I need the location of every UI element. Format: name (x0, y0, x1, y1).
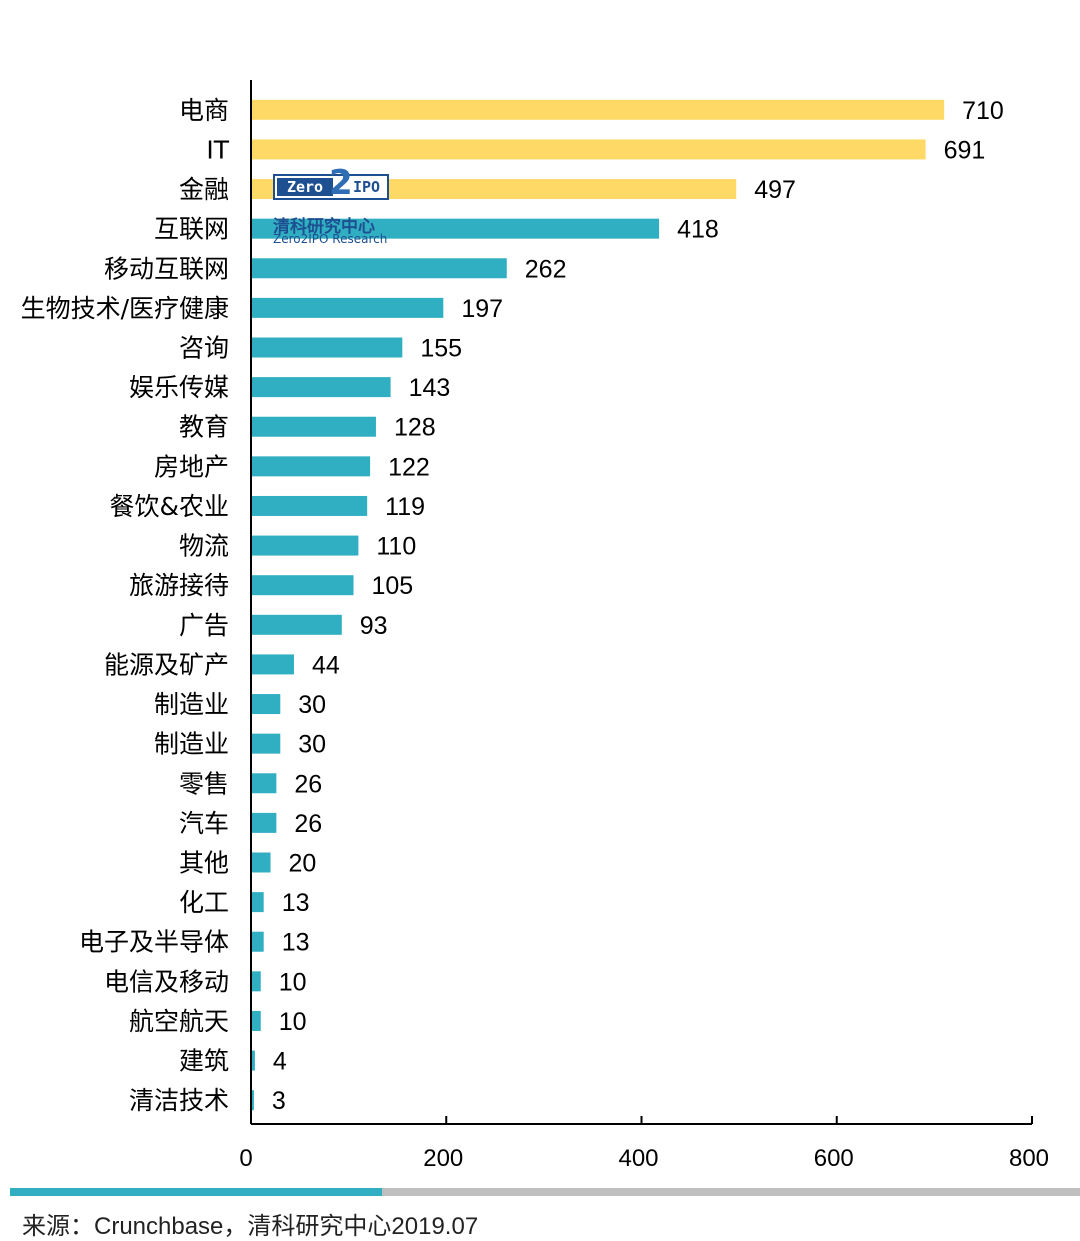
data-label-25: 3 (272, 1087, 286, 1115)
bar-18 (251, 812, 277, 833)
bar-5 (251, 297, 444, 318)
category-label-25: 清洁技术 (129, 1086, 229, 1115)
category-label-3: 互联网 (154, 215, 229, 244)
bar-20 (251, 892, 264, 913)
category-label-4: 移动互联网 (104, 254, 229, 283)
category-label-21: 电子及半导体 (79, 928, 229, 957)
data-label-17: 26 (294, 770, 322, 798)
category-label-18: 汽车 (179, 809, 229, 838)
bar-14 (251, 654, 294, 675)
category-label-0: 电商 (179, 96, 229, 125)
logo-ipo-text: IPO (353, 178, 381, 196)
category-label-9: 房地产 (154, 452, 229, 481)
category-label-24: 建筑 (179, 1047, 229, 1076)
bar-17 (251, 773, 277, 794)
category-label-20: 化工 (179, 888, 229, 917)
zero2ipo-logo: Zero IPO 2 清科研究中心 Zero2IPO Research (273, 166, 403, 248)
data-label-13: 93 (360, 612, 388, 640)
data-label-5: 197 (461, 295, 503, 323)
bar-19 (251, 852, 271, 873)
data-label-8: 128 (394, 414, 436, 442)
data-label-2: 497 (754, 176, 796, 204)
data-label-1: 691 (944, 136, 986, 164)
category-label-7: 娱乐传媒 (129, 373, 229, 402)
bar-0 (251, 99, 945, 120)
data-label-0: 710 (962, 97, 1004, 125)
source-note: 来源：Crunchbase，清科研究中心2019.07 (22, 1213, 479, 1240)
x-tick-label-0: 0 (239, 1145, 252, 1172)
bar-23 (251, 1010, 261, 1031)
category-label-19: 其他 (179, 849, 229, 878)
data-label-18: 26 (294, 810, 322, 838)
category-label-1: IT (206, 135, 229, 164)
category-label-8: 教育 (179, 413, 229, 442)
logo-two-text: 2 (329, 163, 353, 203)
data-label-15: 30 (298, 691, 326, 719)
category-label-13: 广告 (179, 611, 229, 640)
logo-zero-text: Zero (277, 178, 333, 196)
bar-21 (251, 931, 264, 952)
x-tick-label-3: 600 (814, 1145, 854, 1172)
bar-8 (251, 416, 376, 437)
bar-15 (251, 694, 281, 715)
category-label-23: 航空航天 (129, 1007, 229, 1036)
category-label-5: 生物技术/医疗健康 (21, 294, 229, 323)
data-label-9: 122 (388, 453, 430, 481)
bar-25 (251, 1090, 254, 1111)
category-label-12: 旅游接待 (129, 571, 229, 600)
bar-16 (251, 733, 281, 754)
category-label-11: 物流 (179, 532, 229, 561)
footer-divider-bar (382, 1188, 1080, 1196)
bar-11 (251, 535, 359, 556)
data-label-14: 44 (312, 651, 340, 679)
data-label-12: 105 (372, 572, 414, 600)
bar-9 (251, 456, 371, 477)
data-label-21: 13 (282, 929, 310, 957)
bar-22 (251, 971, 261, 992)
bar-12 (251, 575, 354, 596)
data-label-19: 20 (289, 850, 317, 878)
bar-1 (251, 139, 926, 160)
bar-4 (251, 258, 507, 279)
bar-10 (251, 495, 368, 516)
data-label-20: 13 (282, 889, 310, 917)
data-label-16: 30 (298, 731, 326, 759)
data-label-23: 10 (279, 1008, 307, 1036)
category-label-10: 餐饮&农业 (110, 492, 230, 521)
data-label-3: 418 (677, 216, 719, 244)
data-label-22: 10 (279, 968, 307, 996)
data-label-7: 143 (409, 374, 451, 402)
x-tick-label-2: 400 (618, 1145, 658, 1172)
footer-accent-bar (10, 1188, 382, 1196)
category-label-15: 制造业 (154, 690, 229, 719)
category-label-2: 金融 (179, 175, 229, 204)
category-label-6: 咨询 (179, 334, 229, 363)
category-label-14: 能源及矿产 (104, 650, 229, 679)
logo-english-name: Zero2IPO Research (273, 232, 388, 246)
data-label-11: 110 (376, 533, 416, 561)
data-label-4: 262 (525, 255, 567, 283)
x-tick-label-4: 800 (1009, 1145, 1049, 1172)
logo-chinese-name: 清科研究中心 (273, 217, 375, 237)
bar-7 (251, 377, 391, 398)
bar-24 (251, 1050, 255, 1071)
x-tick-label-1: 200 (423, 1145, 463, 1172)
logo-box: Zero IPO (273, 174, 389, 200)
data-label-10: 119 (385, 493, 425, 521)
data-label-6: 155 (420, 335, 462, 363)
category-label-22: 电信及移动 (104, 967, 229, 996)
bar-6 (251, 337, 403, 358)
data-label-24: 4 (273, 1048, 287, 1076)
bar-13 (251, 614, 342, 635)
bar-3 (251, 218, 660, 239)
category-label-17: 零售 (179, 769, 229, 798)
category-label-16: 制造业 (154, 730, 229, 759)
